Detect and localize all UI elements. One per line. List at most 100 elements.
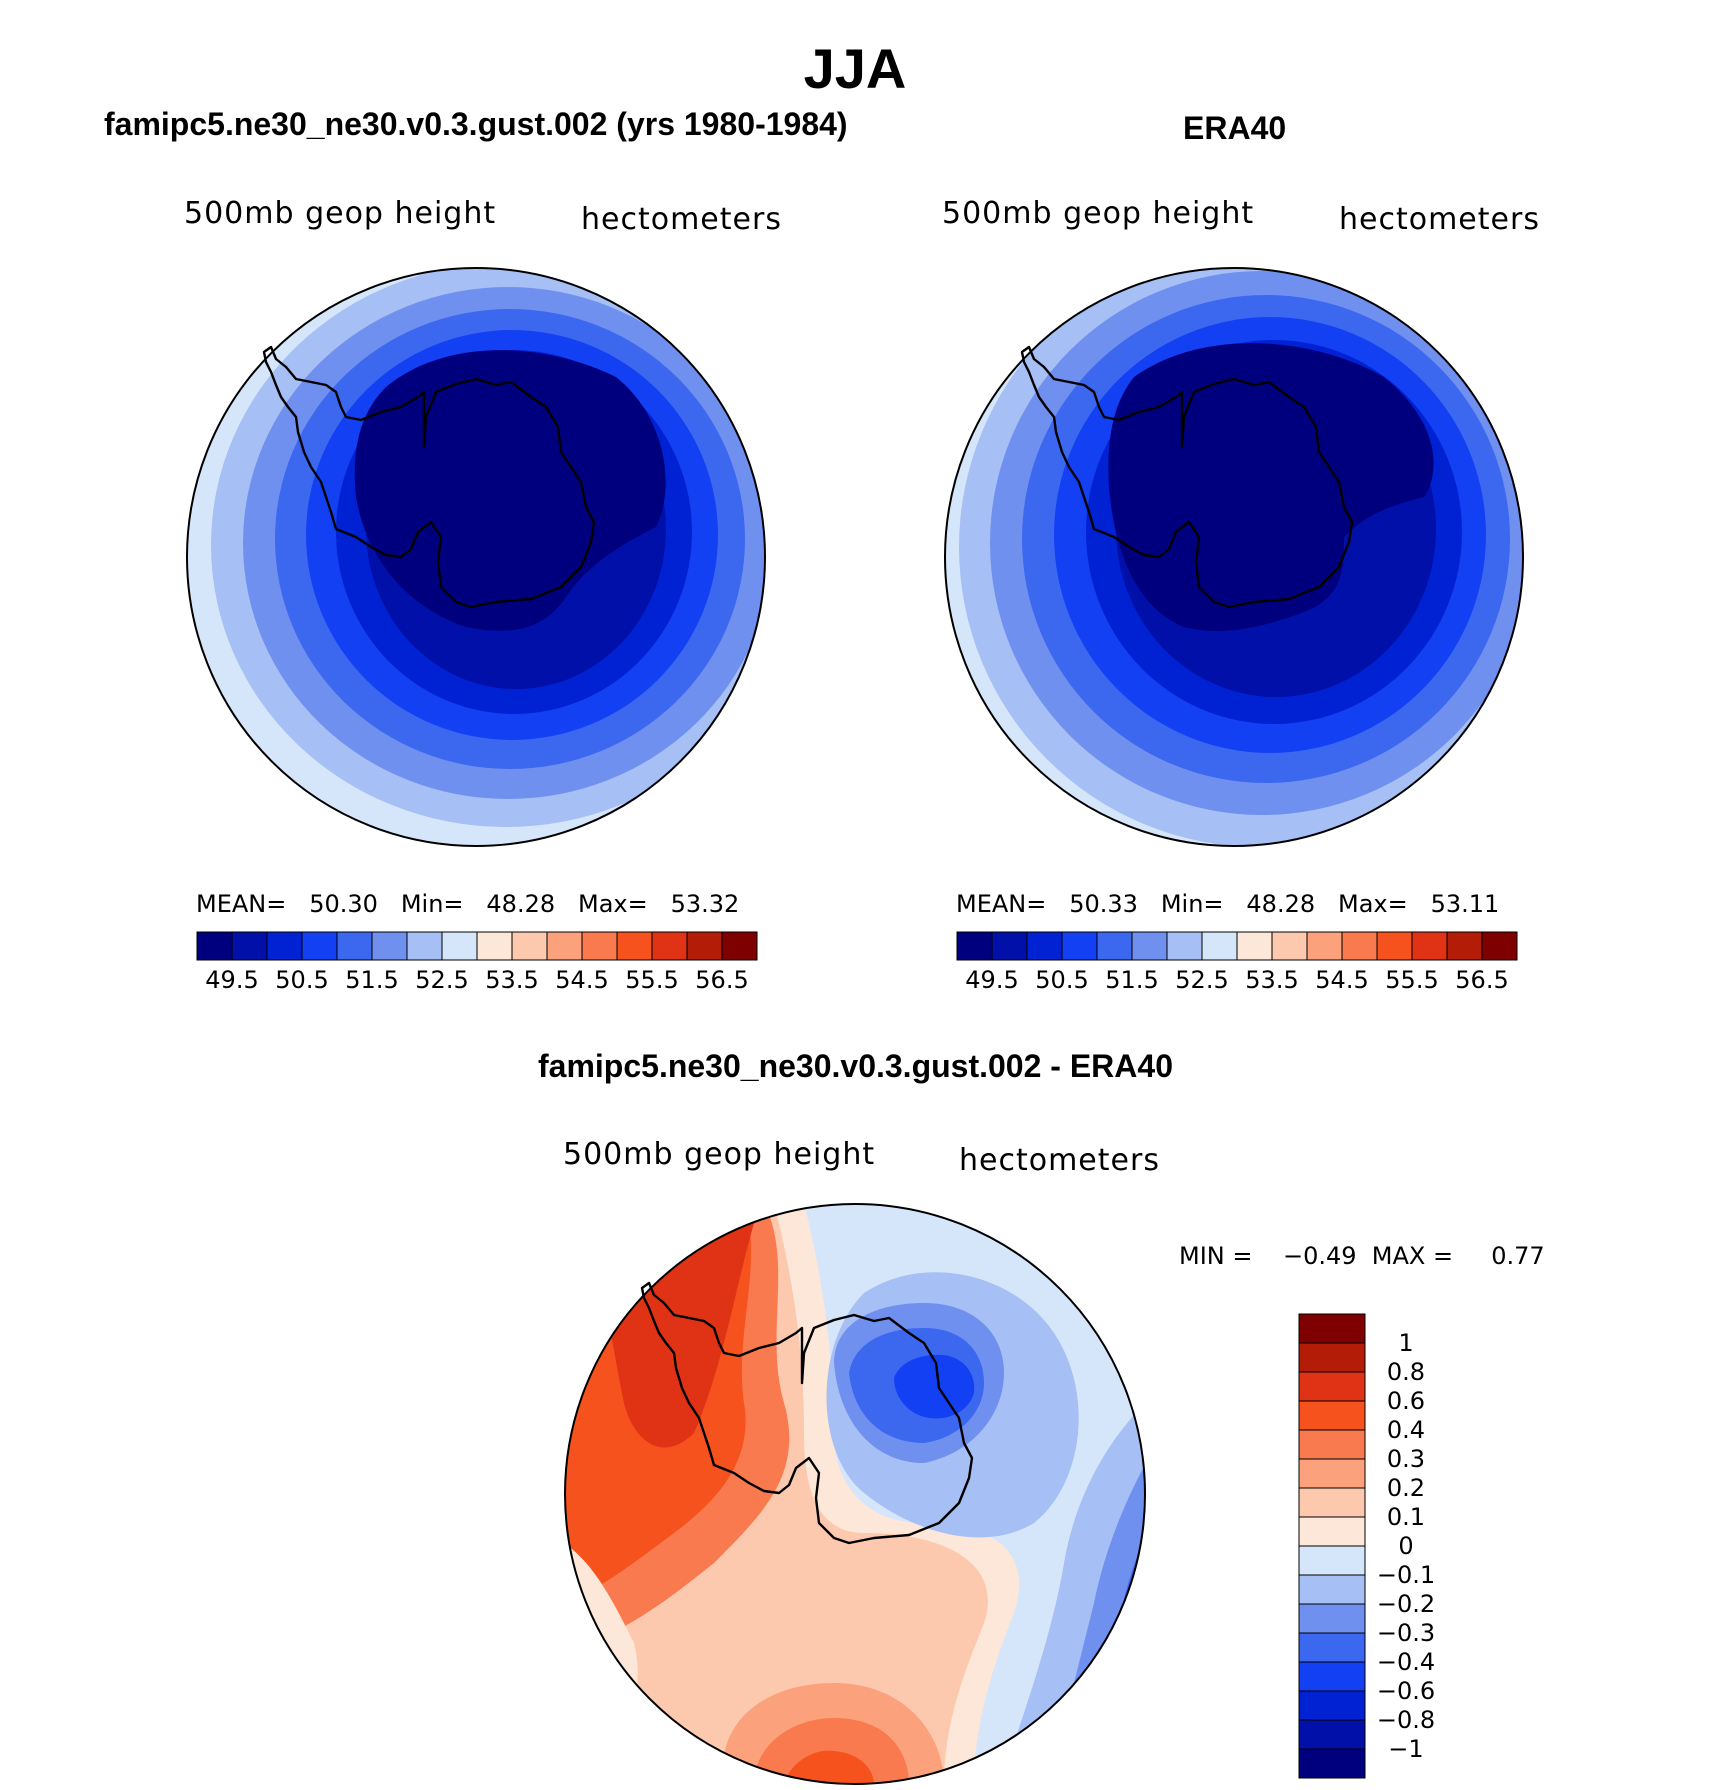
diff-map: [564, 1203, 1146, 1785]
colorbar-tick-label: 49.5: [205, 966, 258, 994]
map-band: [565, 1623, 594, 1713]
colorbar-swatch: [1306, 931, 1343, 961]
colorbar-tick-label: 0.3: [1387, 1445, 1425, 1473]
map-band: [1108, 343, 1434, 632]
colorbar-swatch: [1298, 1487, 1366, 1518]
colorbar-tick-label: 50.5: [1035, 966, 1088, 994]
colorbar-swatch: [1166, 931, 1203, 961]
colorbar-swatch: [1298, 1719, 1366, 1750]
colorbar-swatch: [1298, 1748, 1366, 1779]
map-band: [784, 1750, 874, 1784]
colorbar-swatch: [686, 931, 723, 961]
colorbar-tick-label: 0.6: [1387, 1387, 1425, 1415]
colorbar-swatch: [441, 931, 478, 961]
diff-stats: MIN = −0.49 MAX = 0.77: [1179, 1242, 1545, 1270]
colorbar-tick-label: 50.5: [275, 966, 328, 994]
colorbar-swatch: [1298, 1574, 1366, 1605]
colorbar-swatch: [231, 931, 268, 961]
model-colorbar: 49.5 50.5 51.5 52.5 53.5 54.5 55.5 56.5: [196, 931, 758, 994]
colorbar-tick-label: 52.5: [415, 966, 468, 994]
colorbar-tick-label: 56.5: [695, 966, 748, 994]
map-band: [894, 1354, 975, 1419]
colorbar-swatch: [1298, 1400, 1366, 1431]
colorbar-tick-label: 0.2: [1387, 1474, 1425, 1502]
colorbar-swatch: [1298, 1545, 1366, 1576]
colorbar-swatch: [1298, 1458, 1366, 1489]
colorbar-swatch: [1298, 1603, 1366, 1634]
colorbar-swatch: [651, 931, 688, 961]
colorbar-tick-label: 51.5: [345, 966, 398, 994]
diff-colorbar: 10.80.60.40.30.20.10−0.1−0.2−0.3−0.4−0.6…: [1298, 1313, 1435, 1779]
obs-units-label: hectometers: [1339, 202, 1540, 237]
obs-panel-title: ERA40: [1183, 110, 1287, 146]
colorbar-tick-label: 55.5: [1385, 966, 1438, 994]
obs-field-label: 500mb geop height: [942, 196, 1255, 231]
colorbar-swatch: [1298, 1690, 1366, 1721]
diff-field-label: 500mb geop height: [563, 1137, 876, 1172]
colorbar-swatch: [301, 931, 338, 961]
colorbar-tick-label: −0.4: [1377, 1648, 1435, 1676]
colorbar-swatch: [1061, 931, 1098, 961]
colorbar-swatch: [1298, 1371, 1366, 1402]
colorbar-tick-label: −0.3: [1377, 1619, 1435, 1647]
model-field-label: 500mb geop height: [184, 196, 497, 231]
colorbar-swatch: [1096, 931, 1133, 961]
colorbar-swatch: [956, 931, 993, 961]
colorbar-tick-label: 49.5: [965, 966, 1018, 994]
colorbar-swatch: [196, 931, 233, 961]
diff-units-label: hectometers: [959, 1143, 1160, 1178]
colorbar-tick-label: 51.5: [1105, 966, 1158, 994]
colorbar-swatch: [336, 931, 373, 961]
colorbar-tick-label: 56.5: [1455, 966, 1508, 994]
colorbar-tick-label: −0.2: [1377, 1590, 1435, 1618]
colorbar-swatch: [1481, 931, 1518, 961]
figure-title: JJA: [803, 37, 907, 100]
colorbar-tick-label: 52.5: [1175, 966, 1228, 994]
map-outline: [944, 267, 1524, 847]
colorbar-swatch: [1298, 1313, 1366, 1344]
colorbar-swatch: [1298, 1661, 1366, 1692]
colorbar-tick-label: −1: [1388, 1735, 1423, 1763]
colorbar-swatch: [1131, 931, 1168, 961]
colorbar-tick-label: −0.1: [1377, 1561, 1435, 1589]
colorbar-swatch: [266, 931, 303, 961]
obs-map: [944, 267, 1524, 847]
colorbar-tick-label: 54.5: [1315, 966, 1368, 994]
colorbar-tick-label: 0.8: [1387, 1358, 1425, 1386]
map-band: [354, 350, 666, 631]
map-outline: [186, 267, 766, 847]
colorbar-swatch: [371, 931, 408, 961]
colorbar-tick-label: 1: [1398, 1329, 1413, 1357]
map-outline: [564, 1203, 1146, 1785]
colorbar-swatch: [546, 931, 583, 961]
model-panel-title: famipc5.ne30_ne30.v0.3.gust.002 (yrs 198…: [104, 106, 848, 142]
obs-colorbar: 49.5 50.5 51.5 52.5 53.5 54.5 55.5 56.5: [956, 931, 1518, 994]
colorbar-swatch: [406, 931, 443, 961]
colorbar-swatch: [476, 931, 513, 961]
colorbar-swatch: [1411, 931, 1448, 961]
model-stats: MEAN= 50.30 Min= 48.28 Max= 53.32: [196, 890, 740, 918]
colorbar-swatch: [1341, 931, 1378, 961]
colorbar-swatch: [1298, 1632, 1366, 1663]
model-map: [186, 267, 766, 847]
model-units-label: hectometers: [581, 202, 782, 237]
colorbar-tick-label: 53.5: [485, 966, 538, 994]
colorbar-swatch: [1298, 1342, 1366, 1373]
colorbar-tick-label: 55.5: [625, 966, 678, 994]
antarctica-coastline: [640, 1281, 974, 1545]
colorbar-swatch: [1201, 931, 1238, 961]
colorbar-swatch: [721, 931, 758, 961]
colorbar-tick-label: 54.5: [555, 966, 608, 994]
obs-stats: MEAN= 50.33 Min= 48.28 Max= 53.11: [956, 890, 1500, 918]
colorbar-swatch: [1271, 931, 1308, 961]
diff-panel-title: famipc5.ne30_ne30.v0.3.gust.002 - ERA40: [538, 1048, 1173, 1084]
colorbar-tick-label: 0: [1398, 1532, 1413, 1560]
colorbar-tick-label: 0.1: [1387, 1503, 1425, 1531]
colorbar-swatch: [1026, 931, 1063, 961]
colorbar-tick-label: −0.8: [1377, 1706, 1435, 1734]
colorbar-swatch: [616, 931, 653, 961]
colorbar-swatch: [1298, 1516, 1366, 1547]
colorbar-tick-label: 53.5: [1245, 966, 1298, 994]
antarctica-coastline: [262, 345, 596, 609]
colorbar-swatch: [1298, 1429, 1366, 1460]
